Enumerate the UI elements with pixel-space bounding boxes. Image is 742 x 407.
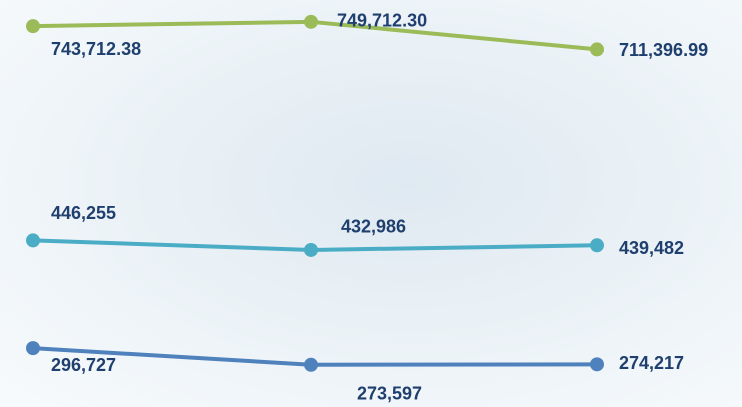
data-point [26, 341, 40, 355]
data-label: 296,727 [51, 355, 116, 375]
data-point [590, 357, 604, 371]
data-label: 274,217 [619, 353, 684, 373]
data-label: 749,712.30 [337, 11, 427, 31]
data-point [590, 238, 604, 252]
data-label: 743,712.38 [51, 39, 141, 59]
data-label: 439,482 [619, 238, 684, 258]
data-point [304, 243, 318, 257]
data-point [590, 42, 604, 56]
data-point [304, 358, 318, 372]
data-point [26, 233, 40, 247]
data-label: 432,986 [341, 217, 406, 237]
chart: 743,712.38 749,712.30 711,396.99 446,255 432… [0, 0, 742, 407]
data-point [26, 19, 40, 33]
data-label: 446,255 [51, 203, 116, 223]
data-label: 273,597 [357, 384, 422, 404]
data-label: 711,396.99 [619, 40, 708, 60]
data-point [304, 15, 318, 29]
